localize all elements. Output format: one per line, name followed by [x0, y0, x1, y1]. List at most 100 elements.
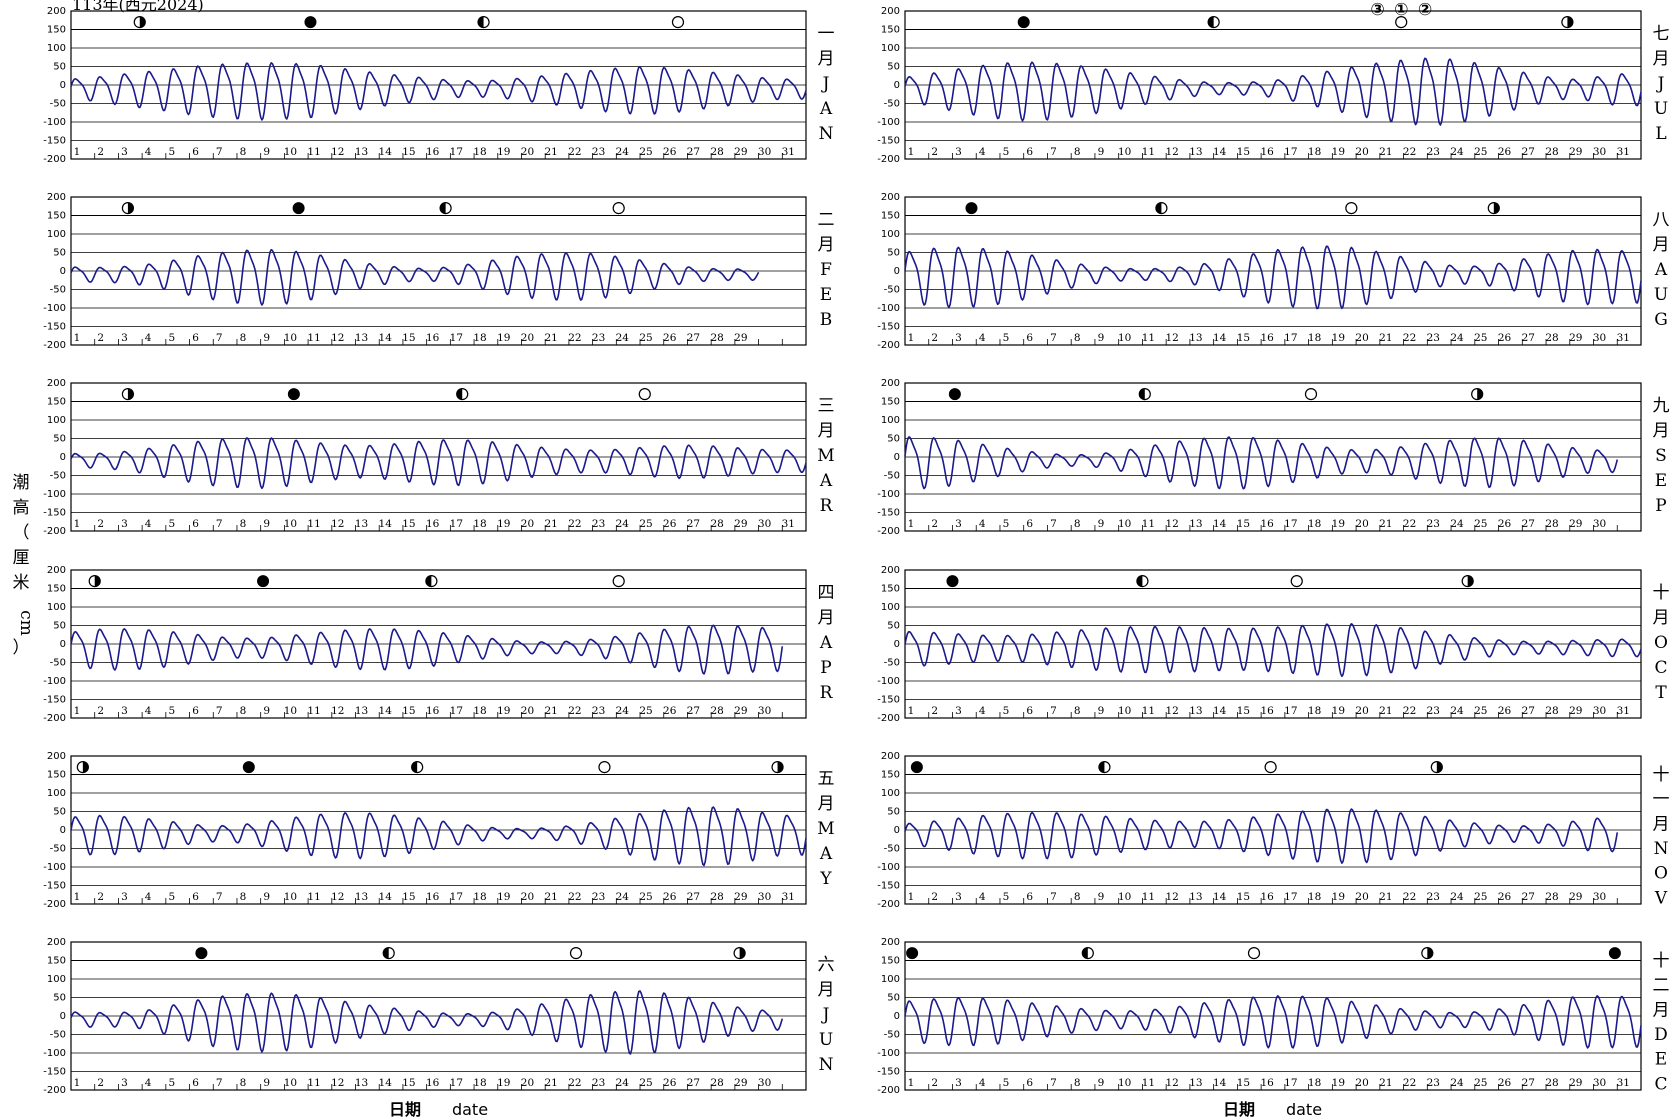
x-tick-label: 28: [710, 705, 723, 717]
month-label-char: 八: [1653, 210, 1670, 230]
x-tick-label: 2: [97, 518, 104, 530]
x-tick-label: 4: [145, 1077, 152, 1089]
x-tick-label: 10: [1118, 146, 1131, 158]
month-label-char: 月: [818, 980, 835, 1000]
x-tick-label: 17: [1284, 891, 1297, 903]
month-label-char: T: [1655, 683, 1667, 703]
y-tick-label: 50: [887, 248, 900, 259]
x-tick-label: 9: [263, 332, 270, 344]
month-label-char: 月: [818, 421, 835, 441]
x-tick-label: 2: [931, 705, 938, 717]
month-label-char: Y: [819, 869, 832, 889]
x-tick-label: 12: [331, 891, 344, 903]
x-tick-label: 20: [1355, 1077, 1368, 1089]
x-tick-label: 4: [145, 891, 152, 903]
x-tick-label: 25: [639, 891, 652, 903]
month-label-char: 十: [1653, 765, 1670, 785]
x-tick-label: 21: [1379, 518, 1392, 530]
x-tick-label: 8: [1074, 332, 1081, 344]
y-tick-label: 200: [881, 6, 900, 17]
y-tick-label: -100: [877, 489, 900, 500]
x-tick-label: 1: [908, 891, 915, 903]
x-tick-label: 16: [1260, 518, 1274, 530]
y-tick-label: 100: [881, 602, 900, 613]
x-tick-label: 19: [1332, 146, 1345, 158]
y-tick-label: -50: [884, 658, 900, 669]
x-tick-label: 29: [734, 1077, 747, 1089]
x-tick-label: 28: [1545, 705, 1558, 717]
x-tick-label: 15: [1237, 891, 1250, 903]
x-tick-label: 16: [426, 1077, 440, 1089]
x-tick-label: 7: [216, 891, 223, 903]
x-tick-label: 24: [1450, 891, 1464, 903]
x-tick-label: 9: [1098, 1077, 1105, 1089]
moon-phase-last-quarter-icon: [1081, 946, 1094, 960]
y-tick-label: -100: [43, 1048, 66, 1059]
x-tick-label: 30: [758, 891, 771, 903]
x-tick-label: 6: [1026, 1077, 1033, 1089]
moon-phase-new-icon: [1608, 947, 1621, 960]
y-tick-label: 0: [60, 452, 66, 463]
y-tick-label: 100: [47, 43, 66, 54]
month-label-char: A: [819, 633, 833, 653]
month-label-char: 月: [818, 235, 835, 255]
month-label-char: J: [1656, 74, 1665, 94]
moon-phase-last-quarter-icon: [1207, 16, 1220, 29]
y-tick-label: -100: [877, 862, 900, 873]
moon-phase-last-quarter-icon: [477, 16, 490, 29]
x-tick-label: 16: [1260, 332, 1274, 344]
x-tick-label: 7: [1050, 518, 1057, 530]
y-tick-label: 200: [47, 6, 66, 17]
x-tick-label: 25: [639, 705, 652, 717]
x-tick-label: 6: [1026, 705, 1033, 717]
x-tick-label: 4: [979, 1077, 986, 1089]
x-tick-label: 29: [734, 891, 747, 903]
x-tick-label: 17: [450, 146, 463, 158]
x-tick-label: 20: [521, 891, 534, 903]
x-tick-label: 7: [1050, 1077, 1057, 1089]
month-label-char: 月: [818, 794, 835, 814]
x-tick-label: 15: [402, 518, 415, 530]
moon-phase-new-icon: [948, 388, 961, 401]
x-tick-label: 10: [1118, 1077, 1131, 1089]
moon-phase-new-icon: [906, 947, 919, 960]
y-axis-label-char: cm: [16, 610, 36, 636]
x-tick-label: 13: [1189, 705, 1202, 717]
typhoon-mark: ③: [1370, 0, 1384, 20]
month-label-char: 月: [1653, 1000, 1670, 1020]
x-tick-label: 8: [240, 332, 247, 344]
x-tick-label: 27: [1522, 146, 1535, 158]
moon-phase-new-icon: [910, 761, 923, 774]
x-tick-label: 2: [931, 146, 938, 158]
x-tick-label: 25: [1474, 1077, 1487, 1089]
x-tick-label: 13: [1189, 891, 1202, 903]
moon-phase-full-icon: [569, 946, 583, 960]
x-tick-label: 8: [240, 518, 247, 530]
x-tick-label: 18: [473, 518, 486, 530]
y-tick-label: 150: [881, 956, 900, 967]
y-tick-label: 0: [60, 1011, 66, 1022]
y-tick-label: 50: [887, 621, 900, 632]
x-tick-label: 20: [1355, 332, 1368, 344]
x-tick-label: 14: [1213, 332, 1227, 344]
x-tick-label: 27: [1522, 332, 1535, 344]
month-label-char: A: [819, 844, 833, 864]
x-tick-label: 3: [955, 146, 962, 158]
x-tick-label: 5: [168, 1077, 175, 1089]
x-tick-label: 23: [1427, 332, 1440, 344]
month-label-char: A: [819, 99, 833, 119]
x-tick-label: 25: [639, 146, 652, 158]
y-tick-label: -200: [877, 526, 900, 537]
x-tick-label: 12: [1165, 146, 1178, 158]
x-tick-label: 18: [473, 146, 486, 158]
x-tick-label: 16: [1260, 1077, 1274, 1089]
y-tick-label: 100: [47, 602, 66, 613]
moon-phase-first-quarter-icon: [771, 760, 784, 774]
y-tick-label: -150: [877, 508, 900, 519]
moon-phase-first-quarter-icon: [733, 946, 746, 960]
y-tick-label: -100: [877, 303, 900, 314]
x-tick-label: 11: [1142, 891, 1155, 903]
x-tick-label: 1: [74, 891, 81, 903]
